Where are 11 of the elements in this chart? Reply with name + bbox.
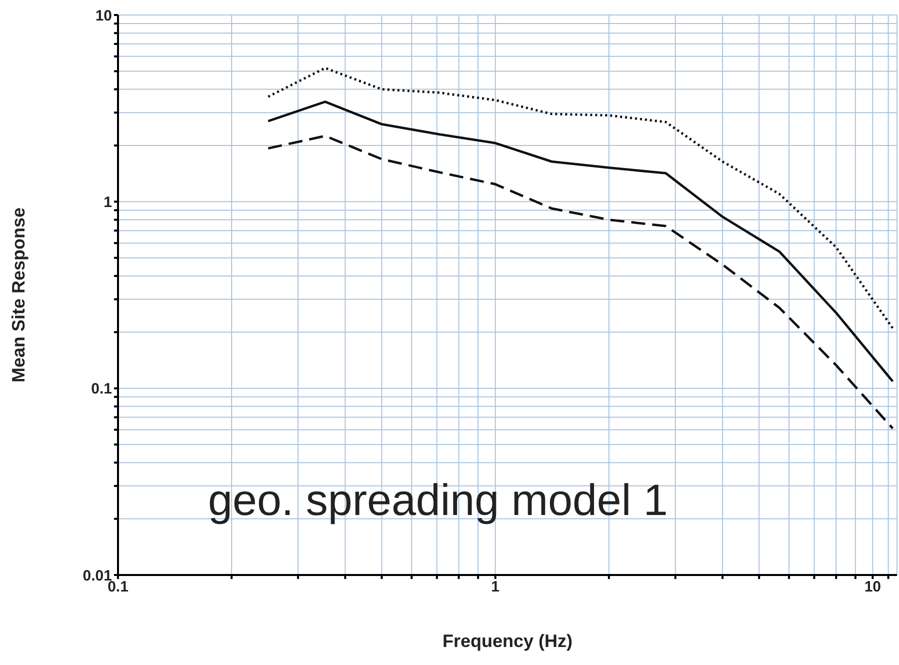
line-series [266, 100, 894, 383]
y-tick-label: 0.1 [91, 380, 112, 398]
y-tick-label: 10 [95, 7, 112, 24]
y-axis-title: Mean Site Response [8, 207, 28, 383]
annotation: geo. spreading model 1 [208, 476, 668, 526]
x-tick-label: 10 [864, 578, 882, 596]
x-axis-title: Frequency (Hz) [442, 631, 573, 651]
line-series [266, 66, 894, 330]
x-tick-label: 1 [491, 578, 500, 596]
line-series [266, 134, 894, 430]
y-tick-label: 1 [104, 194, 112, 211]
